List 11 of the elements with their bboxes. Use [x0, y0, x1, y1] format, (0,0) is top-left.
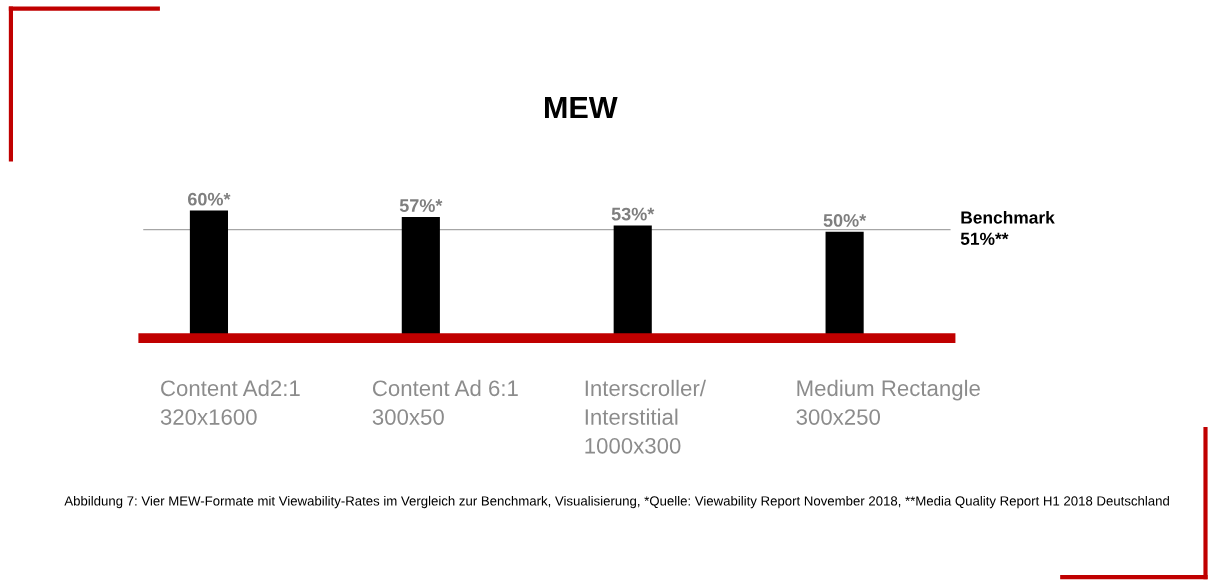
- x-tick-label: Interscroller/ Interstitial 1000x300: [585, 379, 706, 454]
- data-label: 50%*: [823, 214, 867, 227]
- data-label: 57%*: [399, 199, 443, 212]
- chart-title: MEW: [545, 97, 618, 119]
- x-tick-label: Content Ad2:1 320x1600: [160, 379, 300, 425]
- data-label: 60%*: [188, 192, 231, 206]
- data-label: 53%*: [611, 207, 655, 221]
- x-tick-label: Medium Rectangle 300x250: [796, 379, 980, 425]
- ref-line-label: Benchmark 51%**: [960, 210, 1055, 245]
- text: Abbildung 7: Vier MEW-Formate mit Viewability-Rates im Vergleich zur Benchmark, Visualisierung, *Quelle: Viewability Report November 2018, **Media Quality Report H1 2018 Deutschland: [64, 495, 1169, 509]
- x-tick-label: Content Ad 6:1 300x50: [372, 379, 518, 425]
